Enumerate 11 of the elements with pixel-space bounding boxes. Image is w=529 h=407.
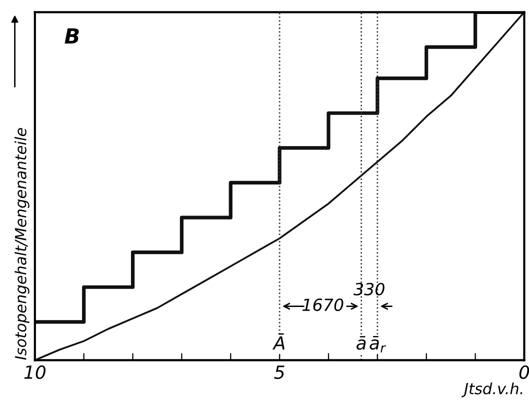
- x-tick-label: 5: [274, 366, 284, 380]
- ref-line-label: ā: [356, 336, 366, 350]
- annotation: 1670: [302, 298, 344, 312]
- x-tick-label: 0: [519, 365, 529, 380]
- ref-line-label: Ā: [272, 333, 285, 350]
- x-tick-label: 10: [24, 365, 46, 380]
- annotation: B: [64, 28, 79, 44]
- x-axis-title: Jtsd.v.h.: [462, 382, 522, 398]
- annotation: 330: [353, 282, 384, 296]
- ref-line-label: ā$_{r}$: [370, 336, 386, 352]
- y-axis-title: Isotopengehalt/Mengenanteile: [14, 128, 30, 360]
